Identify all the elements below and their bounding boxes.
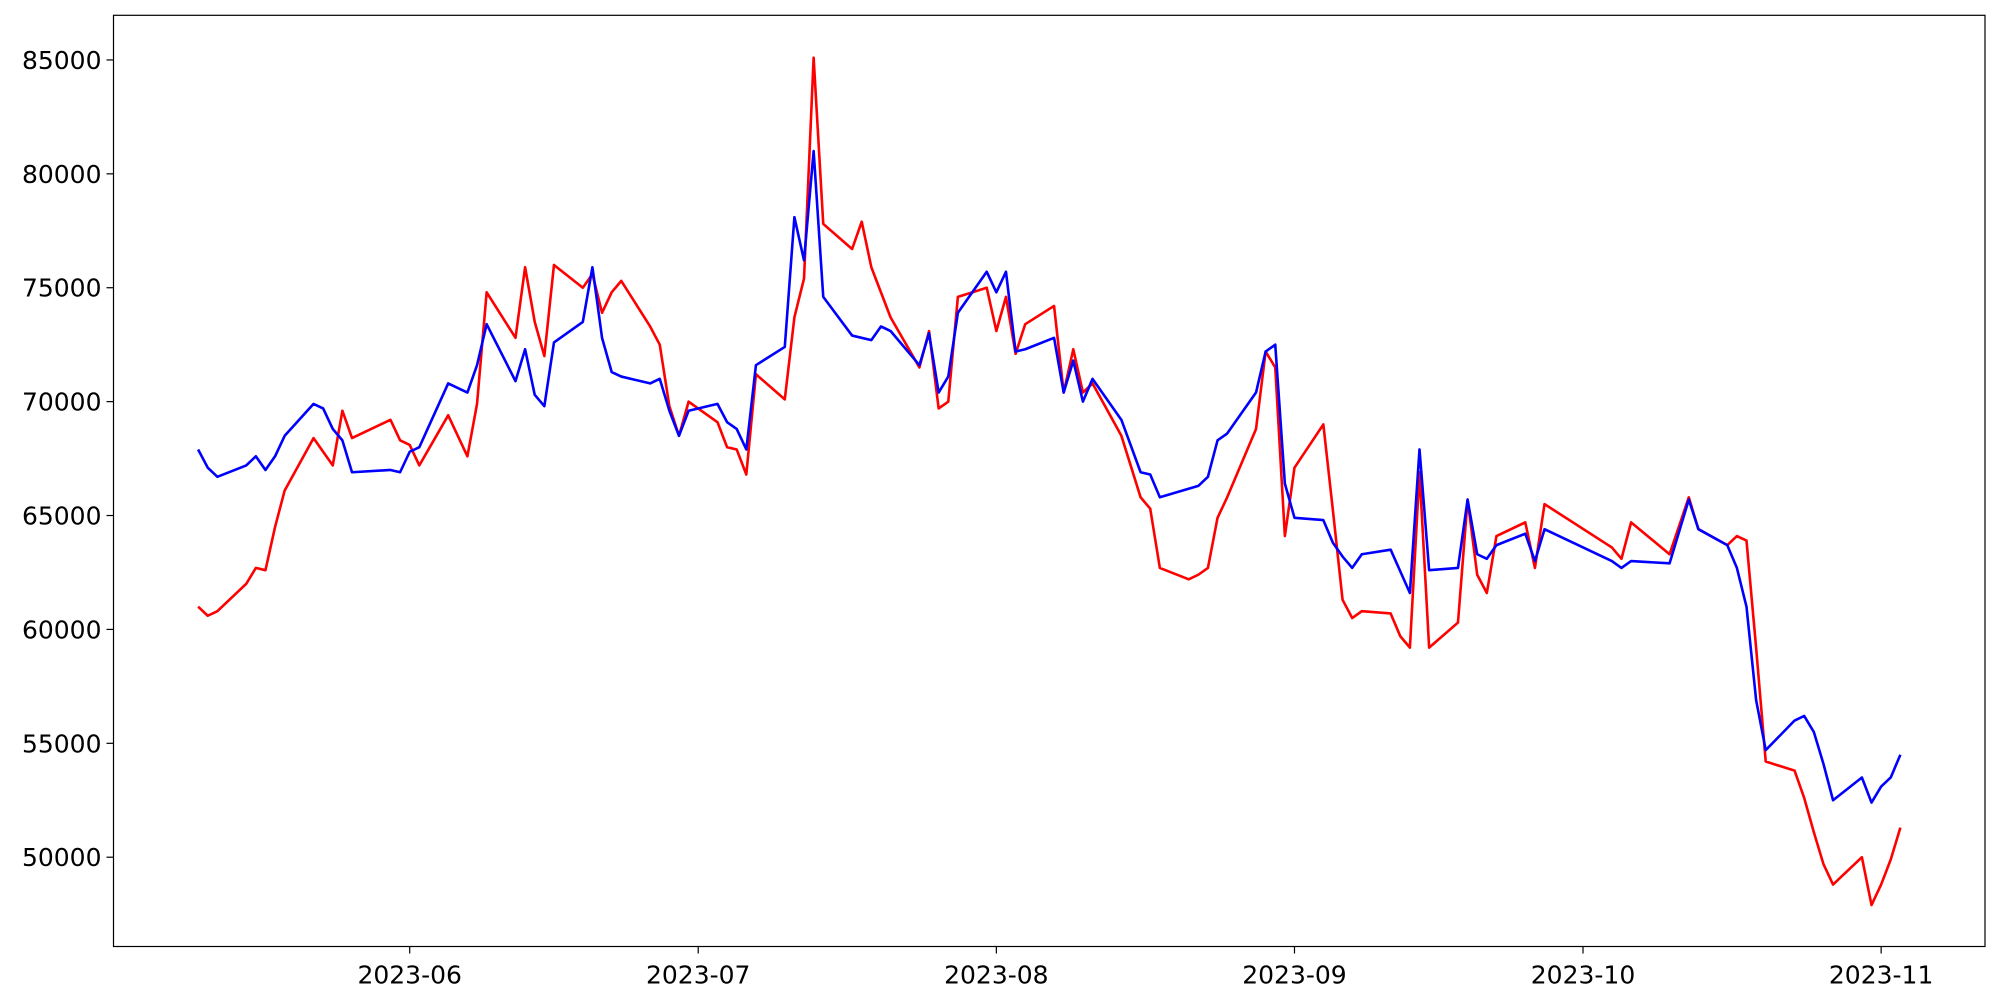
y-tick-label: 70000: [22, 388, 102, 417]
x-tick-label: 2023-10: [1531, 961, 1635, 990]
y-tick-label: 50000: [22, 843, 102, 872]
x-tick-label: 2023-11: [1829, 961, 1933, 990]
y-tick-label: 60000: [22, 615, 102, 644]
plot-frame: [112, 14, 1986, 948]
y-tick-label: 65000: [22, 502, 102, 531]
x-tick-label: 2023-09: [1242, 961, 1346, 990]
x-tick-label: 2023-06: [357, 961, 461, 990]
x-tick-label: 2023-08: [944, 961, 1048, 990]
x-tick-label: 2023-07: [646, 961, 750, 990]
y-tick-label: 85000: [22, 46, 102, 75]
y-tick-label: 80000: [22, 160, 102, 189]
series-line: [196, 149, 1902, 804]
y-tick-label: 75000: [22, 274, 102, 303]
y-tick-label: 55000: [22, 729, 102, 758]
series-line: [197, 56, 1902, 907]
